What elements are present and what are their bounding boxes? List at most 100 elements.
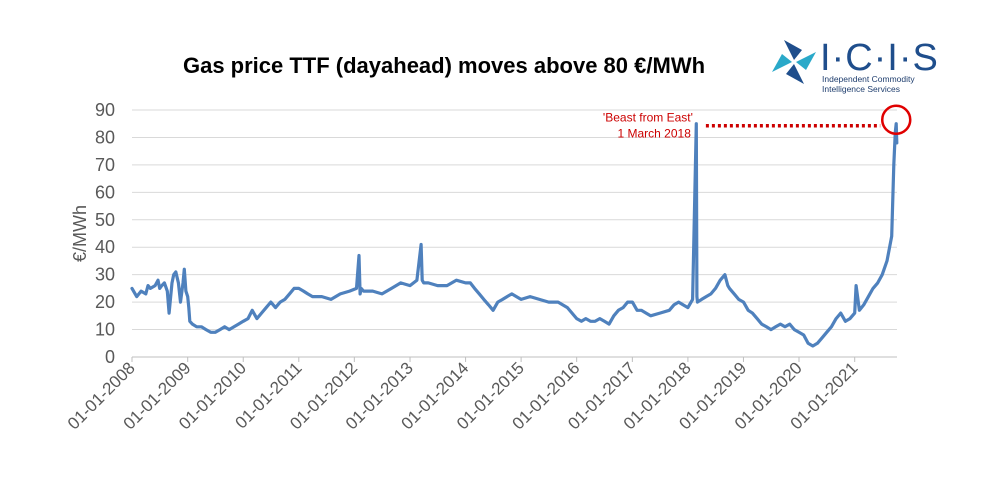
data-point bbox=[520, 298, 522, 301]
data-point bbox=[557, 301, 559, 303]
data-point bbox=[649, 315, 652, 317]
y-axis-label: €/MWh bbox=[70, 205, 90, 262]
data-point bbox=[358, 254, 360, 257]
data-point bbox=[682, 304, 684, 306]
y-tick-label: 20 bbox=[95, 292, 115, 312]
data-point bbox=[233, 326, 235, 328]
data-point bbox=[487, 304, 490, 306]
data-point bbox=[223, 326, 226, 328]
data-point bbox=[237, 323, 240, 325]
data-point bbox=[306, 293, 309, 295]
data-point bbox=[348, 290, 351, 292]
data-point bbox=[320, 295, 323, 298]
data-point bbox=[228, 328, 231, 331]
data-point bbox=[890, 235, 893, 238]
data-point bbox=[636, 309, 638, 312]
logo-subtitle-line2: Intelligence Services bbox=[822, 84, 900, 94]
data-point bbox=[886, 260, 888, 262]
data-point bbox=[288, 293, 291, 295]
data-point bbox=[584, 317, 587, 320]
data-point bbox=[853, 312, 856, 314]
data-point bbox=[302, 290, 305, 292]
data-point bbox=[390, 287, 393, 290]
data-point bbox=[867, 295, 870, 298]
data-point bbox=[765, 326, 768, 328]
data-point bbox=[529, 295, 531, 298]
data-point bbox=[478, 293, 481, 295]
data-point bbox=[214, 331, 217, 334]
data-point bbox=[251, 309, 254, 312]
data-point bbox=[515, 295, 518, 298]
data-point bbox=[538, 298, 541, 301]
data-point bbox=[821, 336, 823, 339]
data-point bbox=[774, 326, 777, 328]
data-point bbox=[691, 298, 694, 301]
data-point bbox=[825, 331, 828, 334]
data-point bbox=[492, 309, 494, 312]
y-axis-ticks: 0 10 20 30 40 50 60 70 80 90 bbox=[95, 100, 115, 367]
data-point bbox=[187, 306, 190, 309]
data-point bbox=[171, 282, 173, 284]
data-point bbox=[265, 306, 268, 309]
data-point bbox=[668, 309, 671, 312]
data-point bbox=[589, 320, 592, 323]
data-point bbox=[158, 287, 161, 290]
data-point bbox=[645, 312, 647, 314]
data-point bbox=[603, 320, 606, 323]
data-point bbox=[195, 326, 198, 328]
data-point bbox=[594, 320, 596, 323]
data-point bbox=[506, 295, 508, 298]
annotation-date: 1 March 2018 bbox=[617, 127, 691, 141]
data-point bbox=[760, 323, 763, 325]
data-point bbox=[154, 284, 156, 287]
data-point bbox=[166, 290, 169, 292]
y-tick-label: 0 bbox=[105, 347, 115, 367]
data-point bbox=[145, 293, 147, 295]
highlight-circle bbox=[880, 104, 912, 135]
data-point bbox=[547, 301, 550, 303]
data-point bbox=[893, 164, 895, 166]
data-point bbox=[311, 295, 314, 298]
data-point bbox=[469, 282, 472, 284]
data-point bbox=[719, 279, 721, 281]
y-tick-label: 10 bbox=[95, 320, 115, 340]
logo-subtitle-line1: Independent Commodity bbox=[822, 74, 915, 84]
data-point bbox=[399, 282, 402, 284]
data-point bbox=[242, 320, 245, 323]
data-point bbox=[186, 295, 189, 298]
data-point bbox=[802, 334, 805, 336]
series-line bbox=[130, 122, 899, 348]
data-point bbox=[622, 306, 624, 309]
data-point bbox=[446, 284, 448, 287]
data-point bbox=[161, 284, 163, 287]
data-point bbox=[177, 282, 180, 284]
data-point bbox=[770, 328, 772, 331]
data-point bbox=[183, 268, 186, 270]
logo-wordmark: I·C·I·S bbox=[820, 37, 939, 79]
data-point bbox=[696, 301, 699, 303]
data-point bbox=[427, 282, 430, 284]
data-point bbox=[844, 320, 847, 323]
data-point bbox=[566, 306, 569, 309]
data-point bbox=[191, 323, 194, 325]
data-point bbox=[575, 317, 578, 320]
data-point bbox=[747, 309, 749, 312]
data-point bbox=[677, 301, 680, 303]
data-point bbox=[135, 295, 138, 298]
y-tick-label: 40 bbox=[95, 237, 115, 257]
data-point bbox=[359, 293, 361, 295]
data-point bbox=[420, 243, 422, 246]
data-point bbox=[659, 312, 661, 314]
data-point bbox=[283, 298, 286, 301]
data-point bbox=[157, 279, 159, 281]
data-point bbox=[816, 342, 819, 345]
data-point bbox=[798, 331, 800, 334]
gridlines bbox=[132, 109, 897, 331]
y-tick-label: 50 bbox=[95, 210, 115, 230]
data-point bbox=[617, 309, 620, 312]
data-point bbox=[881, 273, 884, 276]
data-point bbox=[626, 301, 629, 303]
data-point bbox=[175, 271, 177, 273]
data-point bbox=[200, 326, 203, 328]
